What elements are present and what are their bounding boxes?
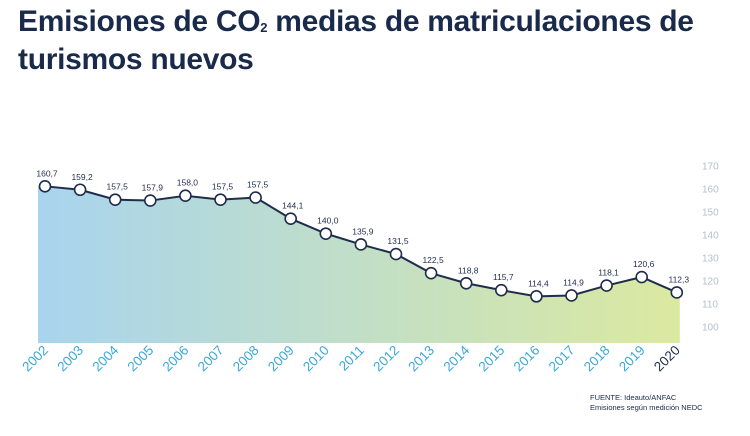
x-tick-label: 2004	[89, 342, 121, 374]
x-tick-label: 2007	[195, 343, 227, 375]
x-tick-label: 2003	[54, 343, 86, 375]
data-label: 114,9	[563, 277, 584, 287]
data-label: 118,1	[598, 268, 619, 278]
data-label: 118,8	[458, 265, 479, 275]
x-tick-label: 2008	[230, 343, 262, 375]
data-point	[670, 286, 684, 299]
y-tick-label: 120	[702, 276, 719, 287]
x-tick-label: 2005	[125, 343, 157, 375]
data-point	[565, 289, 578, 302]
y-tick-label: 170	[702, 162, 719, 173]
data-point	[249, 191, 262, 204]
data-point	[179, 189, 192, 203]
x-tick-label: 2020	[651, 343, 683, 375]
y-tick-label: 140	[702, 231, 719, 242]
source-footnote: FUENTE: Ideauto/ANFAC	[590, 393, 677, 402]
x-tick-label: 2016	[511, 343, 543, 375]
x-tick-label: 2002	[19, 343, 51, 375]
data-label: 160,7	[36, 168, 58, 178]
data-point	[635, 270, 649, 284]
x-tick-label: 2013	[405, 343, 437, 375]
data-label: 131,5	[387, 236, 409, 246]
data-label: 158,0	[177, 178, 199, 188]
x-tick-label: 2012	[370, 343, 402, 375]
data-point	[73, 183, 87, 197]
data-label: 157,5	[212, 182, 234, 192]
x-tick-label: 2011	[336, 343, 367, 374]
data-label: 115,7	[493, 272, 514, 282]
data-label: 135,9	[352, 226, 374, 236]
data-label: 140,0	[317, 216, 339, 226]
data-point	[530, 290, 543, 303]
data-point	[354, 238, 368, 251]
data-point	[214, 193, 227, 206]
area-fill	[38, 186, 680, 343]
y-tick-label: 160	[702, 185, 719, 196]
x-tick-label: 2009	[265, 343, 297, 375]
y-tick-label: 100	[702, 322, 719, 333]
data-point	[494, 283, 508, 297]
data-point	[108, 193, 122, 206]
y-tick-label: 150	[702, 208, 719, 219]
data-point	[424, 266, 438, 280]
data-label: 122,5	[422, 255, 444, 265]
x-tick-label: 2017	[546, 343, 578, 375]
data-label: 120,6	[633, 259, 655, 269]
data-point	[38, 180, 52, 193]
y-tick-label: 130	[702, 253, 719, 264]
data-label: 157,9	[142, 183, 164, 193]
x-tick-label: 2018	[581, 343, 613, 375]
data-point	[600, 279, 613, 292]
method-footnote: Emisiones según medición NEDC	[590, 403, 703, 412]
data-label: 157,5	[247, 180, 269, 190]
x-tick-label: 2019	[616, 343, 648, 375]
x-tick-label: 2010	[300, 343, 332, 375]
data-point	[144, 194, 157, 207]
x-tick-label: 2014	[440, 342, 472, 374]
data-point	[319, 227, 333, 240]
x-tick-label: 2015	[476, 343, 508, 375]
data-label: 114,4	[528, 278, 549, 288]
data-label: 159,2	[71, 172, 93, 182]
data-label: 112,3	[668, 274, 689, 284]
x-tick-label: 2006	[160, 343, 192, 375]
data-label: 144,1	[282, 201, 304, 211]
data-label: 157,5	[107, 182, 129, 192]
data-point	[284, 212, 298, 226]
chart-title: Emisiones de CO2 medias de matriculacion…	[18, 5, 694, 76]
y-tick-label: 110	[702, 299, 718, 310]
data-point	[389, 247, 403, 261]
data-point	[459, 276, 473, 290]
